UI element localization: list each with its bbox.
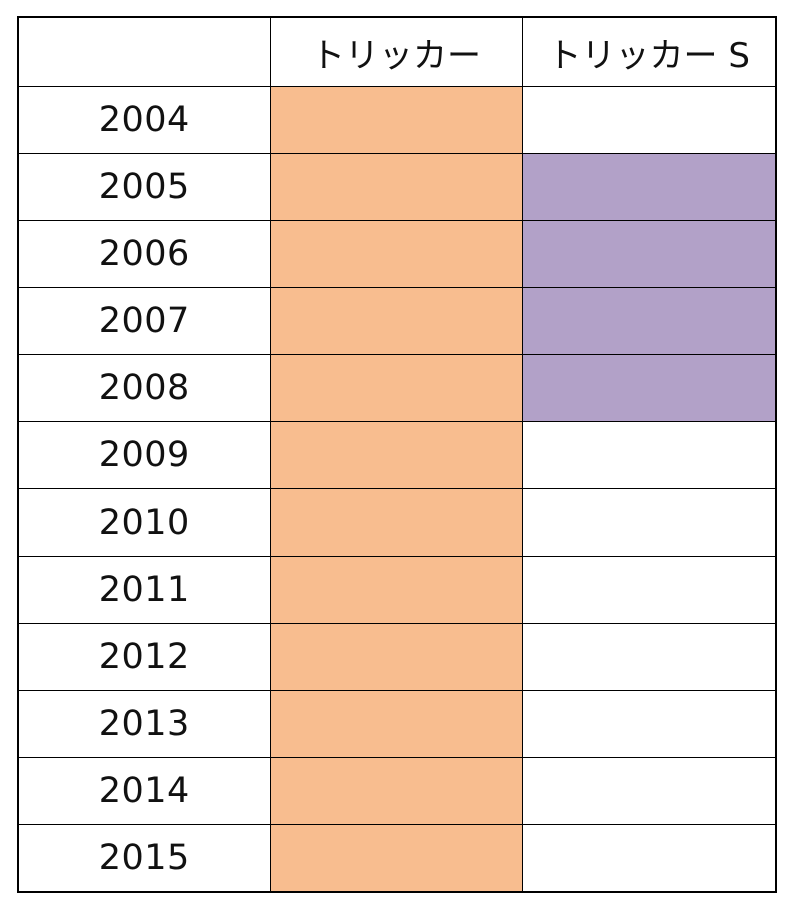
table-row: 2007 bbox=[17, 287, 777, 356]
table-row: 2004 bbox=[17, 85, 777, 155]
tricker-cell bbox=[269, 354, 523, 423]
year-label: 2015 bbox=[17, 823, 271, 893]
tricker-cell bbox=[269, 756, 523, 825]
year-label: 2008 bbox=[17, 354, 271, 423]
table-row: 2011 bbox=[17, 555, 777, 624]
tricker-cell bbox=[269, 689, 523, 758]
tricker-cell bbox=[269, 153, 523, 222]
tricker-s-cell bbox=[521, 85, 777, 155]
year-label: 2004 bbox=[17, 85, 271, 155]
table-row: 2009 bbox=[17, 421, 777, 490]
tricker-s-cell bbox=[521, 622, 777, 691]
header-row: トリッカー トリッカー S bbox=[17, 16, 777, 87]
table-body: 2004 2005 2006 2007 2008 2009 2010 2011 2012 2013… bbox=[17, 85, 777, 893]
model-year-table: トリッカー トリッカー S 2004 2005 2006 2007 2008 2009 20… bbox=[17, 16, 777, 893]
year-label: 2010 bbox=[17, 488, 271, 557]
tricker-s-cell bbox=[521, 555, 777, 624]
year-label: 2011 bbox=[17, 555, 271, 624]
table-row: 2008 bbox=[17, 354, 777, 423]
tricker-s-cell bbox=[521, 823, 777, 893]
year-label: 2009 bbox=[17, 421, 271, 490]
tricker-s-cell bbox=[521, 488, 777, 557]
table-row: 2005 bbox=[17, 153, 777, 222]
table-row: 2015 bbox=[17, 823, 777, 893]
tricker-cell bbox=[269, 287, 523, 356]
tricker-cell bbox=[269, 823, 523, 893]
year-label: 2006 bbox=[17, 220, 271, 289]
year-header-cell bbox=[17, 16, 271, 87]
tricker-s-cell bbox=[521, 689, 777, 758]
tricker-cell bbox=[269, 555, 523, 624]
year-label: 2013 bbox=[17, 689, 271, 758]
tricker-s-cell bbox=[521, 220, 777, 289]
table-row: 2006 bbox=[17, 220, 777, 289]
tricker-s-cell bbox=[521, 153, 777, 222]
model-header-tricker: トリッカー bbox=[269, 16, 523, 87]
year-label: 2014 bbox=[17, 756, 271, 825]
tricker-s-cell bbox=[521, 287, 777, 356]
year-label: 2012 bbox=[17, 622, 271, 691]
year-label: 2005 bbox=[17, 153, 271, 222]
tricker-cell bbox=[269, 622, 523, 691]
tricker-s-cell bbox=[521, 421, 777, 490]
year-label: 2007 bbox=[17, 287, 271, 356]
table-row: 2014 bbox=[17, 756, 777, 825]
table-row: 2010 bbox=[17, 488, 777, 557]
tricker-s-cell bbox=[521, 354, 777, 423]
table-row: 2012 bbox=[17, 622, 777, 691]
tricker-cell bbox=[269, 488, 523, 557]
tricker-s-cell bbox=[521, 756, 777, 825]
table-row: 2013 bbox=[17, 689, 777, 758]
tricker-cell bbox=[269, 421, 523, 490]
tricker-cell bbox=[269, 85, 523, 155]
model-header-tricker-s: トリッカー S bbox=[521, 16, 777, 87]
tricker-cell bbox=[269, 220, 523, 289]
